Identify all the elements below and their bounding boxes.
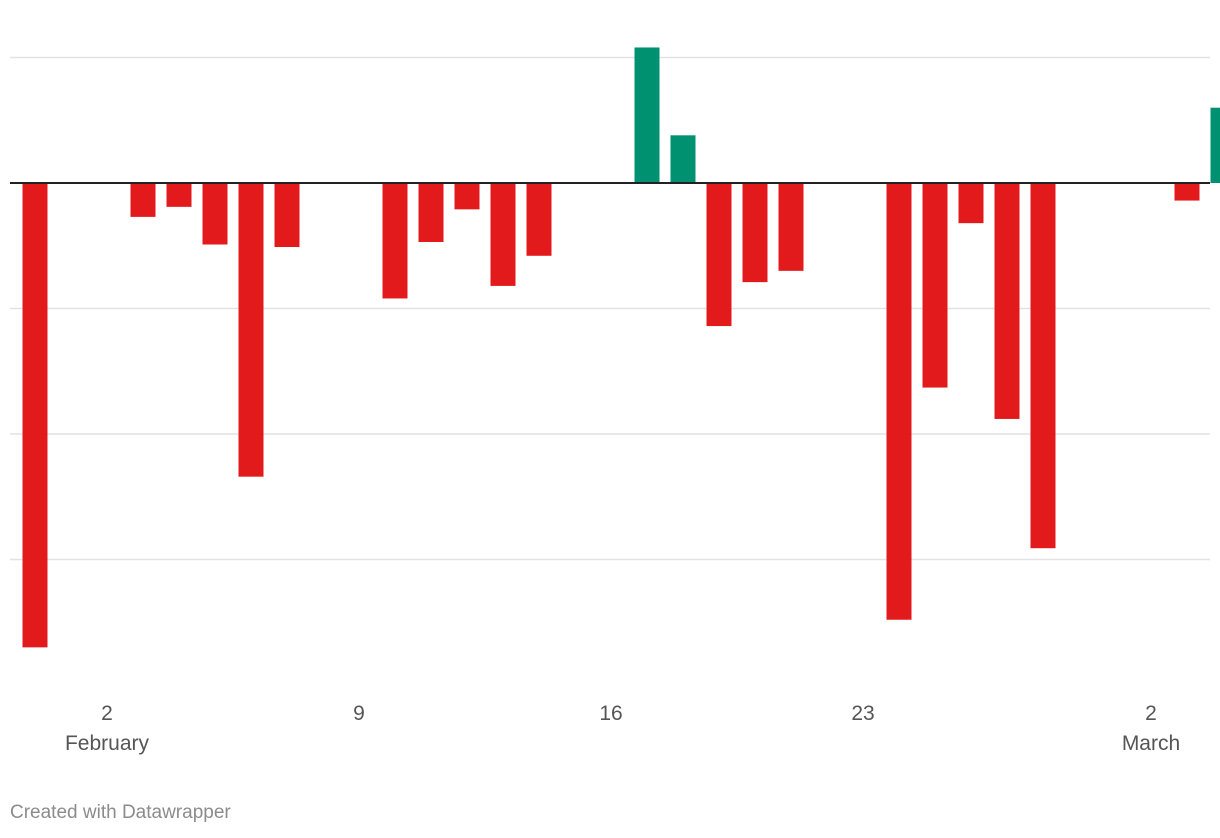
x-axis-ticks: 2 February 9 16 23 2 March bbox=[65, 702, 1180, 755]
bar bbox=[778, 183, 804, 271]
datawrapper-credit[interactable]: Created with Datawrapper bbox=[10, 802, 231, 823]
bar bbox=[418, 183, 444, 242]
bar bbox=[382, 183, 408, 299]
bar-chart: 2 February 9 16 23 2 March bbox=[10, 47, 1220, 755]
bar bbox=[526, 183, 552, 256]
bar bbox=[1174, 183, 1200, 201]
bar bbox=[922, 183, 948, 388]
bar bbox=[274, 183, 300, 248]
bar bbox=[706, 183, 732, 327]
bar bbox=[742, 183, 768, 283]
bars bbox=[22, 47, 1220, 648]
bar bbox=[490, 183, 516, 286]
bar bbox=[238, 183, 264, 477]
bar bbox=[202, 183, 228, 245]
bar bbox=[130, 183, 156, 217]
x-tick-label: 2 bbox=[1145, 702, 1157, 725]
gridlines bbox=[10, 56, 1210, 561]
bar bbox=[670, 135, 696, 183]
bar bbox=[1210, 107, 1220, 183]
bar bbox=[994, 183, 1020, 419]
x-month-label: March bbox=[1122, 732, 1180, 755]
x-tick-label: 23 bbox=[851, 702, 874, 725]
bar bbox=[634, 47, 660, 184]
bar bbox=[958, 183, 984, 224]
x-month-label: February bbox=[65, 732, 150, 755]
x-tick-label: 9 bbox=[353, 702, 365, 725]
x-tick-label: 16 bbox=[599, 702, 622, 725]
bar bbox=[22, 183, 48, 648]
bar bbox=[886, 183, 912, 620]
bar bbox=[1030, 183, 1056, 549]
bar bbox=[454, 183, 480, 210]
bar bbox=[166, 183, 192, 207]
x-tick-label: 2 bbox=[101, 702, 113, 725]
